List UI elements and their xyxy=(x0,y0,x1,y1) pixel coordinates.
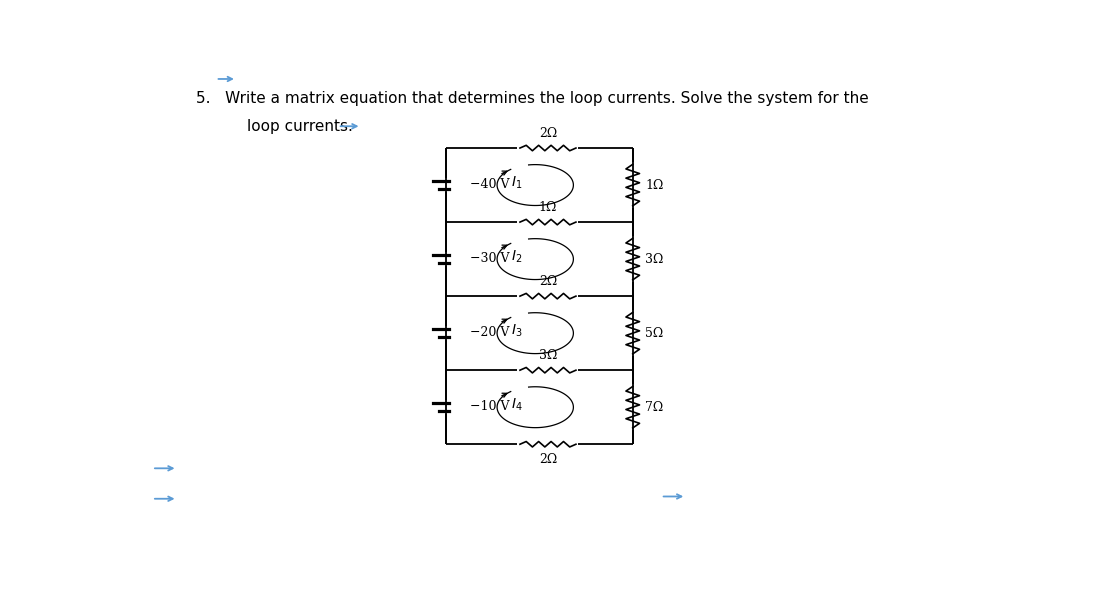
Text: 2Ω: 2Ω xyxy=(539,275,557,288)
Text: −20 V: −20 V xyxy=(470,326,510,339)
Text: 7Ω: 7Ω xyxy=(645,401,664,414)
Text: 5Ω: 5Ω xyxy=(645,327,664,340)
Text: −40 V: −40 V xyxy=(470,178,510,191)
Text: −30 V: −30 V xyxy=(470,252,510,265)
Text: 1Ω: 1Ω xyxy=(645,179,664,192)
Text: 2Ω: 2Ω xyxy=(539,453,557,466)
Text: 5.   Write a matrix equation that determines the loop currents. Solve the system: 5. Write a matrix equation that determin… xyxy=(196,91,869,106)
Text: $\mathit{I}_{4}$: $\mathit{I}_{4}$ xyxy=(511,396,523,413)
Text: 1Ω: 1Ω xyxy=(538,201,557,214)
Text: $\mathit{I}_{2}$: $\mathit{I}_{2}$ xyxy=(511,248,522,265)
Text: 3Ω: 3Ω xyxy=(538,349,557,362)
Text: −10 V: −10 V xyxy=(470,400,510,413)
Text: 2Ω: 2Ω xyxy=(539,127,557,140)
Text: $\mathit{I}_{1}$: $\mathit{I}_{1}$ xyxy=(511,175,522,191)
Text: loop currents.: loop currents. xyxy=(247,119,353,133)
Text: $\mathit{I}_{3}$: $\mathit{I}_{3}$ xyxy=(511,323,522,339)
Text: 3Ω: 3Ω xyxy=(645,253,664,266)
